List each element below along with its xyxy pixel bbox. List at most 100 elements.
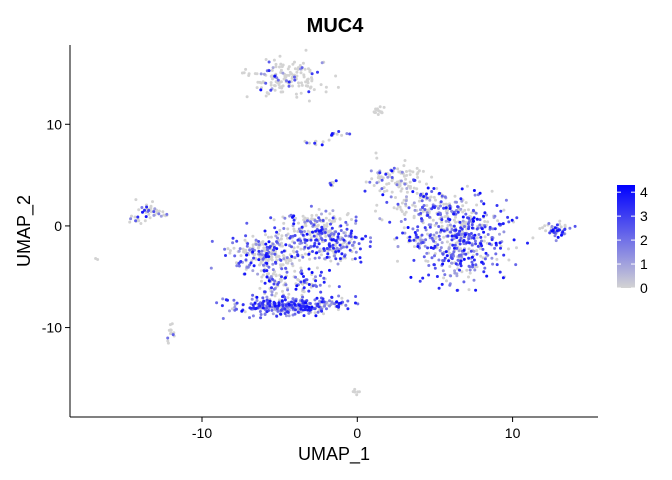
- cell-point: [323, 304, 326, 308]
- cell-point: [428, 234, 432, 238]
- cell-point: [482, 270, 486, 274]
- cell-point: [283, 298, 287, 302]
- cell-point: [345, 223, 349, 227]
- cell-point: [264, 233, 267, 237]
- cell-point: [485, 213, 488, 217]
- cell-point: [470, 226, 474, 230]
- cell-point: [455, 246, 459, 250]
- cell-point: [460, 187, 464, 191]
- cell-point: [221, 317, 225, 320]
- cell-point: [423, 226, 427, 230]
- cell-point: [408, 180, 412, 184]
- cell-point: [307, 311, 311, 315]
- cell-point: [223, 247, 227, 251]
- cell-point: [152, 210, 156, 214]
- cell-point: [299, 307, 303, 311]
- cell-point: [267, 272, 270, 276]
- cell-point: [437, 234, 441, 238]
- cell-point: [330, 238, 334, 242]
- cell-point: [143, 208, 146, 212]
- cell-point: [380, 178, 384, 182]
- cell-point: [265, 269, 269, 273]
- cell-point: [463, 208, 467, 212]
- cell-point: [271, 277, 274, 281]
- cell-point: [488, 225, 492, 229]
- cell-point: [404, 210, 408, 214]
- cell-point: [266, 235, 270, 239]
- cell-point: [247, 74, 251, 77]
- cell-point: [280, 275, 283, 279]
- cell-point: [544, 229, 548, 233]
- cell-point: [354, 250, 358, 254]
- cell-point: [440, 224, 444, 228]
- cell-point: [454, 262, 458, 266]
- cell-point: [573, 224, 577, 228]
- cell-point: [477, 233, 481, 236]
- cell-point: [550, 225, 554, 228]
- cell-point: [294, 92, 298, 96]
- cell-point: [261, 240, 265, 244]
- cell-point: [475, 252, 479, 256]
- cell-point: [239, 260, 243, 263]
- cell-point: [451, 243, 455, 247]
- cell-point: [263, 290, 267, 294]
- cell-point: [340, 133, 344, 137]
- cell-point: [325, 247, 329, 250]
- cell-point: [303, 245, 307, 249]
- cell-point: [312, 88, 316, 92]
- cell-point: [327, 138, 331, 142]
- cell-point: [323, 257, 327, 261]
- cell-point: [423, 244, 427, 248]
- cell-point: [153, 207, 157, 211]
- cell-point: [507, 258, 511, 262]
- cell-point: [388, 220, 392, 224]
- cell-point: [553, 226, 557, 230]
- cell-point: [448, 283, 452, 287]
- cell-point: [345, 213, 349, 217]
- cell-point: [316, 310, 320, 314]
- cell-point: [403, 217, 407, 221]
- cell-point: [320, 249, 324, 253]
- cell-point: [258, 304, 262, 308]
- cell-point: [448, 204, 452, 208]
- cell-point: [319, 253, 323, 257]
- cell-point: [467, 208, 470, 212]
- cell-point: [308, 86, 312, 90]
- cell-point: [458, 262, 462, 266]
- cell-point: [543, 224, 547, 228]
- cell-point: [473, 239, 477, 243]
- cell-point: [269, 81, 273, 85]
- cell-point: [439, 246, 443, 250]
- cell-point: [414, 233, 418, 237]
- cell-point: [458, 268, 461, 272]
- cell-point: [424, 259, 428, 263]
- cell-point: [469, 249, 473, 253]
- cell-point: [258, 286, 262, 290]
- cell-point: [369, 236, 372, 240]
- cell-point: [396, 202, 400, 206]
- cell-point: [277, 303, 281, 307]
- cell-point: [353, 387, 357, 391]
- cell-point: [315, 251, 319, 255]
- cell-point: [437, 225, 441, 228]
- cell-point: [282, 249, 286, 253]
- cell-point: [284, 283, 288, 287]
- cell-point: [267, 265, 271, 269]
- cell-point: [281, 304, 285, 308]
- cell-point: [257, 243, 261, 247]
- cell-point: [292, 250, 296, 254]
- cell-point: [369, 169, 373, 173]
- cell-point: [346, 307, 350, 311]
- cell-point: [461, 210, 465, 214]
- cell-point: [279, 237, 283, 241]
- cell-point: [455, 200, 458, 204]
- cell-point: [495, 204, 499, 207]
- cell-point: [369, 240, 373, 244]
- cell-point: [301, 295, 305, 299]
- cell-point: [286, 310, 289, 314]
- cell-point: [280, 308, 283, 312]
- cell-point: [165, 212, 169, 216]
- cell-point: [280, 299, 284, 303]
- cell-point: [215, 301, 219, 305]
- cell-point: [297, 81, 300, 85]
